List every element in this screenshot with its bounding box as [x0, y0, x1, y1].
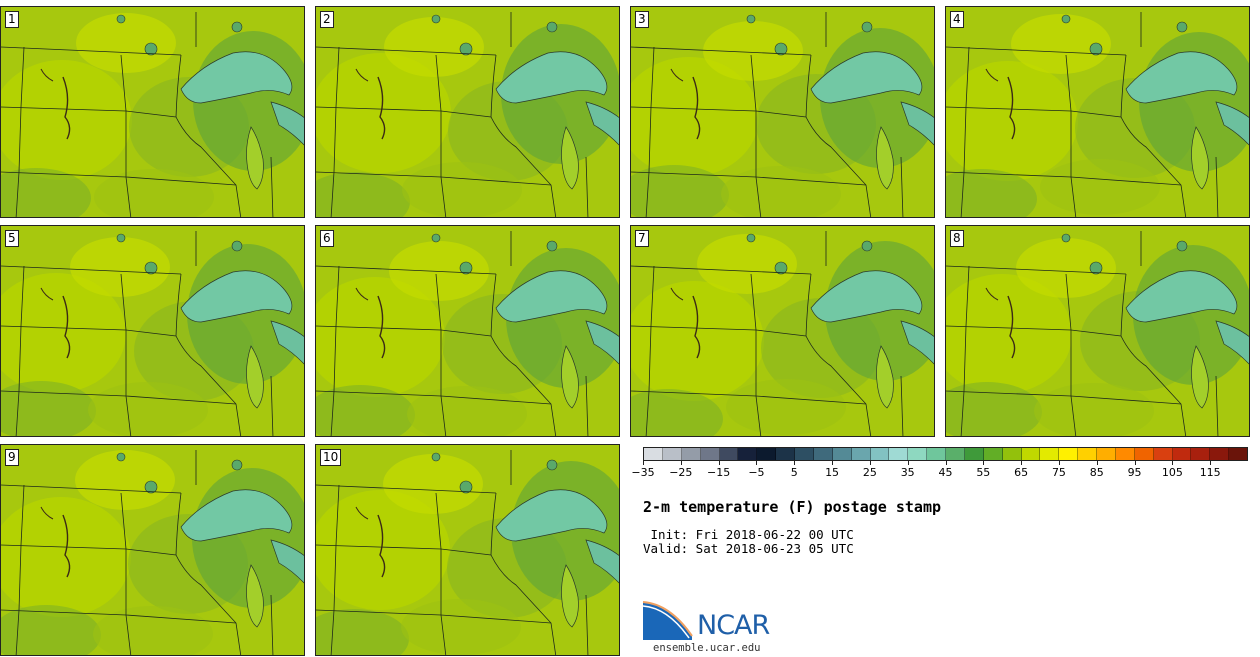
- colorbar-swatch: [832, 448, 852, 460]
- ensemble-member-map: 9: [0, 444, 305, 656]
- ensemble-member-map: 4: [945, 6, 1250, 218]
- colorbar-swatch: [662, 448, 682, 460]
- colorbar-swatch: [908, 448, 928, 460]
- colorbar-swatch: [738, 448, 758, 460]
- colorbar-tick-mark: [718, 461, 720, 465]
- colorbar-swatch: [1210, 448, 1230, 460]
- colorbar-swatch: [946, 448, 965, 460]
- colorbar-tick-mark: [1021, 461, 1023, 465]
- colorbar-tick-label: 45: [938, 466, 953, 479]
- ensemble-member-map: 3: [630, 6, 935, 218]
- ensemble-member-map: 8: [945, 225, 1250, 437]
- member-number-label: 3: [635, 11, 649, 28]
- colorbar-tick-label: 95: [1127, 466, 1142, 479]
- colorbar-swatch: [757, 448, 777, 460]
- colorbar-tick-label: 85: [1089, 466, 1104, 479]
- colorbar-swatch: [1153, 448, 1173, 460]
- colorbar-swatch: [776, 448, 795, 460]
- temperature-colorbar: [643, 447, 1248, 461]
- colorbar-swatch: [1115, 448, 1135, 460]
- ensemble-member-map: 10: [315, 444, 620, 656]
- colorbar-tick-mark: [1172, 461, 1174, 465]
- member-number-label: 2: [320, 11, 334, 28]
- ncar-logo-icon: [642, 601, 693, 640]
- colorbar-swatch: [1078, 448, 1097, 460]
- ensemble-member-map: 1: [0, 6, 305, 218]
- colorbar-swatch: [1059, 448, 1079, 460]
- colorbar-tick-label: 25: [862, 466, 877, 479]
- colorbar-swatch: [681, 448, 701, 460]
- colorbar-tick-label: 55: [976, 466, 991, 479]
- colorbar-tick-mark: [1096, 461, 1098, 465]
- ensemble-url: ensemble.ucar.edu: [653, 642, 761, 654]
- colorbar-swatch: [644, 448, 663, 460]
- colorbar-tick-mark: [1058, 461, 1060, 465]
- member-number-label: 7: [635, 230, 649, 247]
- colorbar-tick-mark: [643, 461, 644, 465]
- ensemble-member-map: 7: [630, 225, 935, 437]
- colorbar-tick-mark: [756, 461, 758, 465]
- ensemble-member-map: 2: [315, 6, 620, 218]
- colorbar-swatch: [1134, 448, 1154, 460]
- member-number-label: 6: [320, 230, 334, 247]
- colorbar-swatch: [889, 448, 909, 460]
- colorbar-tick-mark: [983, 461, 985, 465]
- colorbar-swatch: [813, 448, 833, 460]
- colorbar-tick-label: 105: [1161, 466, 1183, 479]
- colorbar-swatch: [870, 448, 890, 460]
- colorbar-tick-mark: [945, 461, 947, 465]
- colorbar-swatch: [1172, 448, 1192, 460]
- colorbar-tick-mark: [869, 461, 871, 465]
- colorbar-tick-label: −35: [631, 466, 655, 479]
- colorbar-tick-mark: [832, 461, 834, 465]
- init-time: Init: Fri 2018-06-22 00 UTC: [643, 527, 854, 542]
- colorbar-tick-mark: [794, 461, 796, 465]
- colorbar-tick-mark: [907, 461, 909, 465]
- colorbar-tick-mark: [1210, 461, 1212, 465]
- colorbar-tick-label: −25: [669, 466, 693, 479]
- member-number-label: 1: [5, 11, 19, 28]
- colorbar-swatch: [700, 448, 720, 460]
- colorbar-tick-label: 65: [1014, 466, 1029, 479]
- product-title: 2-m temperature (F) postage stamp: [643, 498, 942, 516]
- ncar-logo-text: NCAR: [697, 610, 770, 641]
- colorbar-swatch: [1097, 448, 1116, 460]
- colorbar-tick-label: 35: [900, 466, 915, 479]
- colorbar-tick-mark: [1134, 461, 1136, 465]
- colorbar-tick-label: −15: [707, 466, 731, 479]
- colorbar-swatch: [1002, 448, 1022, 460]
- colorbar-swatch: [719, 448, 739, 460]
- colorbar-swatch: [927, 448, 946, 460]
- colorbar-tick-label: 75: [1051, 466, 1066, 479]
- colorbar-swatch: [795, 448, 814, 460]
- colorbar-tick-mark: [680, 461, 682, 465]
- colorbar-swatch: [1040, 448, 1060, 460]
- colorbar-swatch: [983, 448, 1003, 460]
- member-number-label: 10: [320, 449, 342, 466]
- colorbar-swatch: [851, 448, 871, 460]
- member-number-label: 9: [5, 449, 19, 466]
- member-number-label: 5: [5, 230, 19, 247]
- ensemble-member-map: 5: [0, 225, 305, 437]
- colorbar-swatch: [1229, 448, 1247, 460]
- ensemble-member-map: 6: [315, 225, 620, 437]
- colorbar-swatch: [1021, 448, 1041, 460]
- colorbar-tick-label: −5: [748, 466, 765, 479]
- member-number-label: 4: [950, 11, 964, 28]
- colorbar-tick-label: 5: [790, 466, 798, 479]
- valid-time: Valid: Sat 2018-06-23 05 UTC: [643, 541, 854, 556]
- colorbar-swatch: [964, 448, 984, 460]
- colorbar-tick-label: 15: [825, 466, 840, 479]
- colorbar-swatch: [1191, 448, 1211, 460]
- colorbar-tick-label: 115: [1199, 466, 1221, 479]
- member-number-label: 8: [950, 230, 964, 247]
